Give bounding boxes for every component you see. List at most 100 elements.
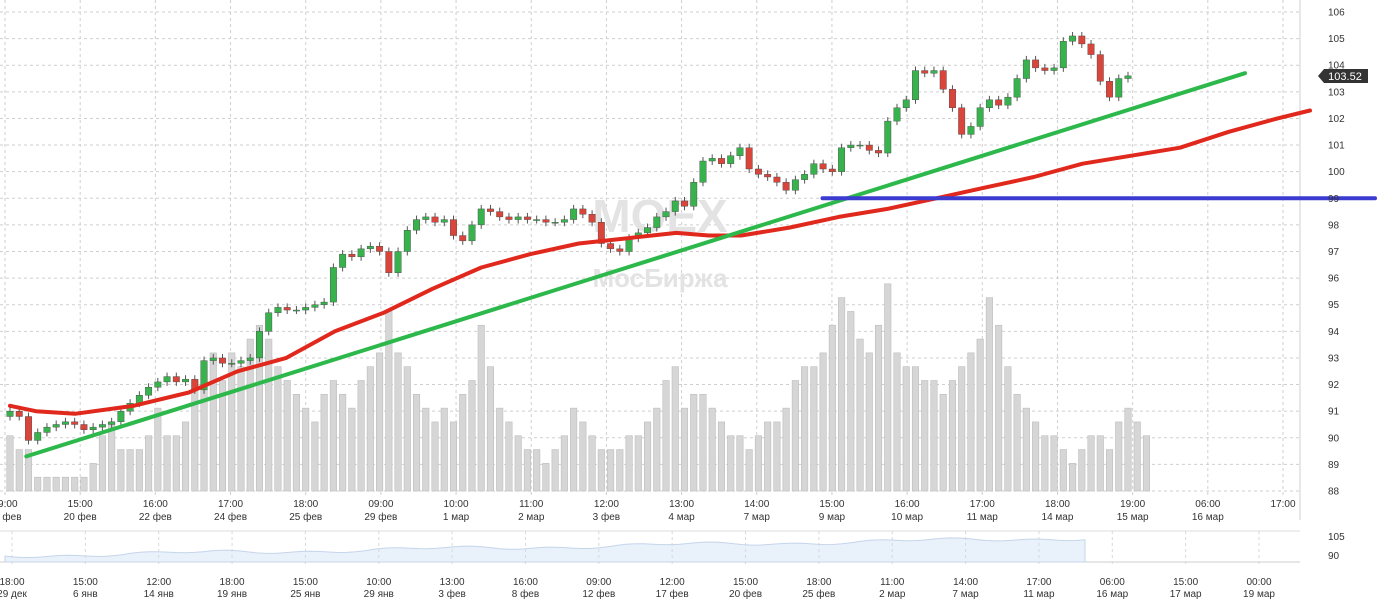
volume-bar bbox=[246, 338, 254, 492]
candle-body bbox=[256, 331, 263, 359]
volume-bar bbox=[329, 380, 337, 492]
volume-bar bbox=[311, 421, 319, 492]
y-tick-label: 98 bbox=[1328, 220, 1340, 231]
candle-body bbox=[6, 410, 14, 417]
candle-body bbox=[884, 120, 892, 154]
volume-bar bbox=[699, 394, 707, 492]
candle-body bbox=[172, 376, 180, 383]
candle-body bbox=[1078, 35, 1086, 45]
volume-bar bbox=[625, 435, 633, 492]
volume-bar bbox=[607, 449, 615, 492]
volume-bar bbox=[976, 338, 984, 492]
x-tick-time: 16:00 bbox=[143, 499, 168, 510]
candle-body bbox=[856, 144, 864, 147]
candle-body bbox=[80, 424, 88, 430]
navigator-x-date: 25 фев bbox=[802, 588, 835, 600]
volume-bar bbox=[671, 366, 679, 492]
y-tick-label: 97 bbox=[1328, 247, 1340, 258]
navigator-area bbox=[4, 537, 1086, 563]
candle-body bbox=[422, 216, 430, 220]
candle-body bbox=[745, 147, 753, 170]
candle-body bbox=[1059, 41, 1067, 69]
navigator-x-time: 00:00 bbox=[1246, 577, 1271, 588]
navigator-x-time: 15:00 bbox=[1173, 577, 1198, 588]
navigator-x-time: 16:00 bbox=[513, 577, 538, 588]
navigator-x-date: 11 мар bbox=[1023, 589, 1055, 600]
candle-body bbox=[1069, 35, 1076, 42]
volume-bar bbox=[1069, 463, 1077, 492]
candle-body bbox=[496, 211, 504, 218]
candle-body bbox=[791, 179, 799, 191]
volume-bar bbox=[52, 476, 60, 492]
volume-bar bbox=[366, 366, 374, 492]
candle-body bbox=[644, 227, 651, 234]
volume-bar bbox=[71, 476, 79, 492]
x-tick-date: 16 мар bbox=[1192, 512, 1224, 523]
volume-bar bbox=[1041, 435, 1049, 492]
volume-bar bbox=[588, 435, 596, 492]
candle-body bbox=[145, 387, 153, 396]
volume-bar bbox=[736, 435, 744, 492]
candle-body bbox=[302, 307, 310, 311]
volume-bar bbox=[828, 324, 836, 492]
candle-body bbox=[939, 70, 947, 90]
volume-bar bbox=[1032, 421, 1040, 492]
candle-body bbox=[1032, 59, 1040, 69]
candle-body bbox=[570, 208, 578, 220]
candle-body bbox=[265, 312, 273, 332]
candle-body bbox=[154, 381, 162, 388]
volume-bar bbox=[255, 324, 264, 492]
navigator-x-date: 19 мар bbox=[1243, 589, 1275, 600]
candle-body bbox=[1041, 67, 1049, 71]
y-tick-label: 94 bbox=[1328, 327, 1340, 338]
candle-body bbox=[1115, 78, 1123, 98]
candle-body bbox=[1124, 75, 1132, 79]
candle-body bbox=[209, 357, 217, 361]
x-tick-time: 17:00 bbox=[970, 499, 995, 510]
x-tick-time: 16:00 bbox=[895, 499, 920, 510]
volume-bar bbox=[34, 476, 42, 492]
x-tick-time: 17:00 bbox=[1270, 499, 1295, 510]
navigator-x-date: 20 фев bbox=[729, 588, 762, 600]
navigator-x-date: 8 фев bbox=[512, 588, 539, 600]
candle-body bbox=[459, 235, 467, 242]
x-tick-time: 11:00 bbox=[519, 499, 544, 510]
volume-bar bbox=[717, 421, 725, 492]
x-tick-time: 18:00 bbox=[293, 499, 318, 510]
y-axis: 88 89 90 91 92 93 94 95 96 97 98 99 100 101 102 103 104 1… bbox=[1328, 8, 1345, 498]
volume-bar bbox=[874, 324, 883, 492]
volume-bar bbox=[265, 338, 273, 492]
y-tick-label: 95 bbox=[1328, 300, 1340, 311]
volume-bar bbox=[921, 380, 929, 492]
volume-bar bbox=[958, 366, 966, 492]
candle-body bbox=[237, 360, 245, 364]
navigator-x-time: 06:00 bbox=[1100, 577, 1125, 588]
volume-bar bbox=[1087, 435, 1095, 492]
candle-body bbox=[394, 251, 402, 273]
volume-bar bbox=[98, 435, 106, 492]
candle-body bbox=[413, 219, 420, 231]
y-tick-label: 99 bbox=[1328, 194, 1340, 205]
candle-body bbox=[89, 426, 97, 430]
x-tick-time: 10:00 bbox=[444, 499, 469, 510]
volume-bar bbox=[782, 407, 790, 492]
volume-bar bbox=[357, 380, 365, 492]
current-price-tag: 103.52 bbox=[1318, 69, 1368, 83]
candle-body bbox=[967, 126, 975, 135]
navigator-y-tick: 105 bbox=[1328, 532, 1345, 543]
x-tick-date: 2 мар bbox=[518, 512, 545, 523]
candle-body bbox=[468, 224, 476, 242]
volume-bar bbox=[89, 463, 97, 492]
volume-bar bbox=[1115, 421, 1123, 492]
candle-body bbox=[810, 163, 818, 175]
volume-bar bbox=[514, 435, 522, 492]
volume-bar bbox=[847, 311, 855, 492]
candle-body bbox=[754, 168, 762, 175]
volume-bar bbox=[745, 449, 753, 492]
candle-body bbox=[71, 421, 79, 425]
volume-bar bbox=[939, 394, 947, 492]
candle-body bbox=[764, 174, 772, 178]
candle-body bbox=[875, 150, 882, 154]
candle-body bbox=[995, 99, 1003, 106]
